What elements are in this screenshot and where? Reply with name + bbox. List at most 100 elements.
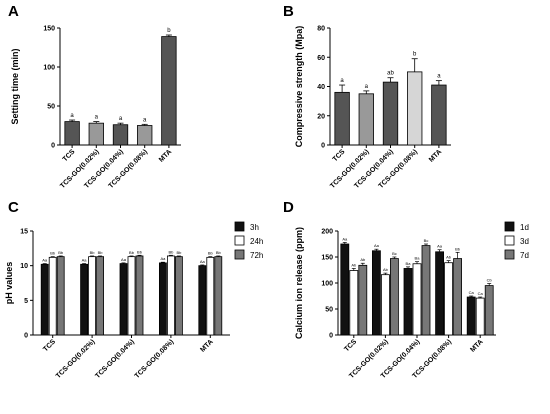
- significance-label-b: b: [413, 52, 417, 58]
- bar-c-24h: [48, 256, 57, 336]
- bar-d-1d: [371, 250, 381, 336]
- significance-label-c: Bb: [137, 249, 143, 254]
- category-label-b: TCS: [332, 148, 347, 163]
- y-tick-label-c: 5: [24, 298, 28, 305]
- bar-c-24h: [127, 256, 136, 336]
- legend-label-c-3h: 3h: [250, 223, 259, 232]
- y-tick-label-d: 0: [329, 333, 333, 340]
- bar-d-3d: [349, 270, 359, 336]
- significance-label-c: Bb: [129, 250, 135, 255]
- bar-b: [431, 84, 447, 146]
- category-label-a: TCS: [62, 148, 77, 163]
- category-label-c: TCS-GO(0.08%): [134, 338, 176, 380]
- panel-letter-c: C: [8, 199, 19, 216]
- bar-c-3h: [40, 263, 49, 336]
- bar-d-1d: [435, 251, 445, 336]
- bar-c-24h: [166, 255, 175, 336]
- bar-c-24h: [206, 256, 215, 336]
- significance-label-c: Bb: [216, 250, 222, 255]
- bar-a: [161, 36, 177, 146]
- significance-label-c: Aa: [160, 256, 166, 261]
- bar-c-72h: [174, 256, 183, 336]
- y-tick-label-a: 0: [51, 143, 55, 150]
- y-axis-title-c: pH values: [4, 262, 14, 305]
- y-tick-label-d: 100: [321, 281, 333, 288]
- bar-d-7d: [484, 285, 494, 336]
- significance-label-d: Bc: [392, 251, 397, 256]
- category-label-d: TCS: [343, 338, 358, 353]
- bar-d-1d: [466, 296, 476, 336]
- significance-label-c: Bb: [168, 249, 174, 254]
- legend-label-c-24h: 24h: [250, 237, 263, 246]
- y-axis-title-d: Calcium ion release (ppm): [294, 227, 304, 339]
- y-tick-label-c: 15: [20, 229, 28, 236]
- significance-label-d: Cb: [487, 278, 493, 283]
- y-tick-label-d: 150: [321, 255, 333, 262]
- bar-c-3h: [119, 263, 128, 336]
- significance-label-d: Ba: [406, 261, 412, 266]
- significance-label-d: Aa: [374, 243, 380, 248]
- legend-swatch-d-7d: [504, 249, 515, 260]
- category-label-d: MTA: [469, 338, 484, 353]
- panel-d: D Calcium ion release (ppm) 0 50 100 150 200 TC…: [283, 199, 529, 380]
- y-tick-label-a: 50: [47, 104, 55, 111]
- legend-swatch-c-72h: [234, 249, 245, 260]
- bar-c-72h: [214, 256, 223, 336]
- significance-label-d: Ca: [478, 291, 484, 296]
- legend-swatch-d-1d: [504, 221, 515, 232]
- legend-label-c-72h: 72h: [250, 251, 263, 260]
- legend-label-d-3d: 3d: [520, 237, 529, 246]
- significance-label-d: Bb: [455, 246, 461, 251]
- y-tick-label-d: 200: [321, 229, 333, 236]
- significance-label-d: Aa: [437, 244, 443, 249]
- y-tick-label-a: 100: [43, 65, 55, 72]
- legend-swatch-d-3d: [504, 235, 515, 246]
- significance-label-a: a: [95, 115, 99, 121]
- bar-c-72h: [135, 255, 144, 336]
- significance-label-a: a: [119, 116, 123, 122]
- bar-b: [334, 91, 350, 146]
- significance-label-c: Bb: [90, 250, 96, 255]
- bar-d-7d: [358, 264, 368, 336]
- bar-d-3d: [380, 274, 390, 336]
- significance-label-d: Bc: [424, 238, 429, 243]
- bar-a: [112, 124, 129, 146]
- significance-label-d: Ab: [446, 255, 452, 260]
- y-axis-title-b: Compressive strength (Mpa): [294, 26, 304, 148]
- y-tick-label-d: 50: [325, 307, 333, 314]
- bar-a: [137, 125, 153, 146]
- panel-letter-a: A: [8, 3, 19, 20]
- panel-c: CpH values051015TCSTCS-GO(0.02%)TCS-GO(0…: [4, 199, 263, 380]
- significance-label-d: Ab: [383, 267, 389, 272]
- significance-label-c: Bb: [50, 251, 56, 256]
- category-label-b: MTA: [428, 148, 443, 163]
- bar-b: [358, 93, 374, 146]
- significance-label-d: Aa: [342, 236, 348, 241]
- bar-d-3d: [412, 263, 422, 336]
- y-tick-label-a: 150: [43, 26, 55, 33]
- bar-a: [64, 121, 80, 146]
- panel-letter-d: D: [283, 199, 294, 216]
- significance-label-c: Bb: [208, 251, 214, 256]
- significance-label-c: Bb: [176, 250, 182, 255]
- legend-swatch-c-3h: [234, 221, 245, 232]
- bar-d-1d: [403, 268, 413, 336]
- bar-b: [407, 71, 423, 146]
- significance-label-d: Ab: [360, 257, 366, 262]
- y-axis-title-a: Setting time (min): [10, 48, 20, 124]
- significance-label-a: b: [167, 28, 171, 34]
- legend-swatch-c-24h: [234, 235, 245, 246]
- legend-label-d-1d: 1d: [520, 223, 529, 232]
- significance-label-c: Bb: [58, 250, 64, 255]
- bar-a: [88, 122, 104, 146]
- bar-d-3d: [444, 262, 454, 336]
- category-label-c: TCS: [42, 338, 57, 353]
- significance-label-d: Ca: [469, 290, 475, 295]
- panel-letter-b: B: [283, 3, 294, 20]
- category-label-c: TCS-GO(0.04%): [94, 338, 136, 380]
- bar-c-3h: [198, 265, 207, 336]
- y-tick-label-c: 10: [20, 263, 28, 270]
